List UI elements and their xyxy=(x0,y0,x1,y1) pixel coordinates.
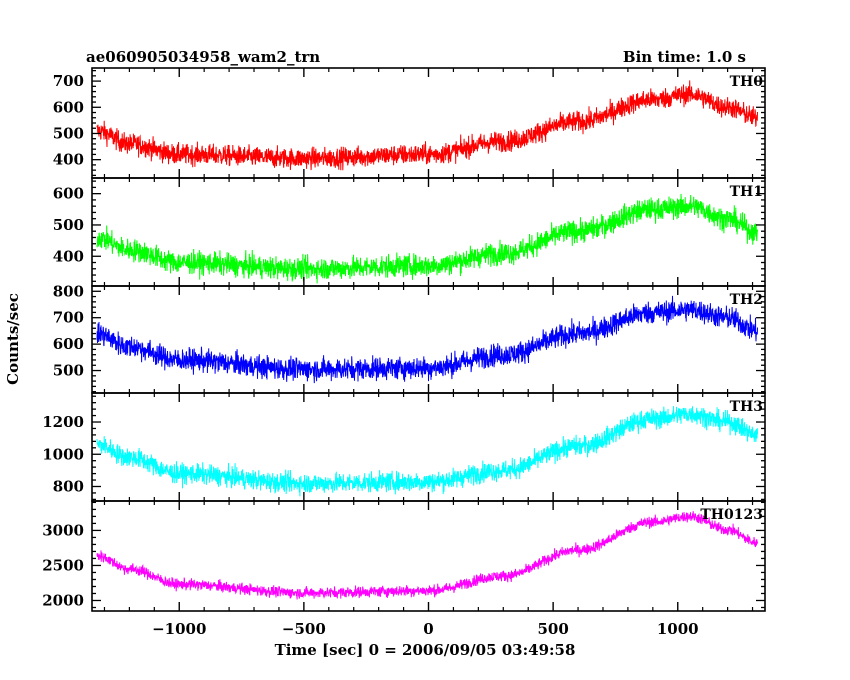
panels-group: 400 500 600 700 TH0 400 500 600 TH1 500 600 700 800 T… xyxy=(42,67,766,638)
y-tick-label: 800 xyxy=(53,282,84,300)
series-line-th0 xyxy=(96,80,758,171)
panel-th3: 800 1000 1200 TH3 xyxy=(42,392,766,502)
x-axis-title: Time [sec] 0 = 2006/09/05 03:49:58 xyxy=(275,641,576,659)
y-tick-label: 800 xyxy=(53,477,84,495)
series-line-th2 xyxy=(96,295,758,384)
panel-name-label: TH2 xyxy=(730,292,763,308)
y-tick-label: 1000 xyxy=(42,445,84,463)
panel-th2: 500 600 700 800 TH2 xyxy=(53,282,766,394)
panel-th0: 400 500 600 700 TH0 xyxy=(53,67,766,179)
panel-th0123: 2000 2500 3000 TH0123 −1000 −500 0 500 1000 xyxy=(42,500,766,638)
y-tick-label: 400 xyxy=(53,247,84,265)
series-line-th0123 xyxy=(96,511,758,600)
y-tick-label: 1200 xyxy=(42,413,84,431)
bin-time-label: Bin time: 1.0 s xyxy=(623,48,746,66)
y-tick-label: 500 xyxy=(53,124,84,142)
series-line-th1 xyxy=(96,193,758,284)
y-tick-label: 400 xyxy=(53,151,84,169)
x-tick-label: 500 xyxy=(537,620,568,638)
panel-th1: 400 500 600 TH1 xyxy=(53,177,766,287)
y-tick-label: 600 xyxy=(53,335,84,353)
y-tick-label: 500 xyxy=(53,216,84,234)
y-tick-label: 2000 xyxy=(42,591,84,609)
y-tick-label: 700 xyxy=(53,309,84,327)
panel-name-label: TH0 xyxy=(730,74,764,90)
x-tick-label: 1000 xyxy=(657,620,699,638)
panel-name-label: TH1 xyxy=(730,184,763,200)
panel-name-label: TH0123 xyxy=(700,507,763,523)
y-tick-label: 3000 xyxy=(42,521,84,539)
series-line-th3 xyxy=(96,406,758,497)
y-tick-label: 600 xyxy=(53,98,84,116)
x-tick-label: −500 xyxy=(282,620,326,638)
x-tick-label: 0 xyxy=(423,620,433,638)
y-tick-label: 600 xyxy=(53,185,84,203)
panel-name-label: TH3 xyxy=(730,399,763,415)
y-tick-label: 500 xyxy=(53,362,84,380)
x-tick-label: −1000 xyxy=(152,620,206,638)
y-tick-label: 700 xyxy=(53,72,84,90)
y-tick-label: 2500 xyxy=(42,556,84,574)
y-axis-title: Counts/sec xyxy=(4,293,22,385)
chart-title: ae060905034958_wam2_trn xyxy=(86,48,320,66)
